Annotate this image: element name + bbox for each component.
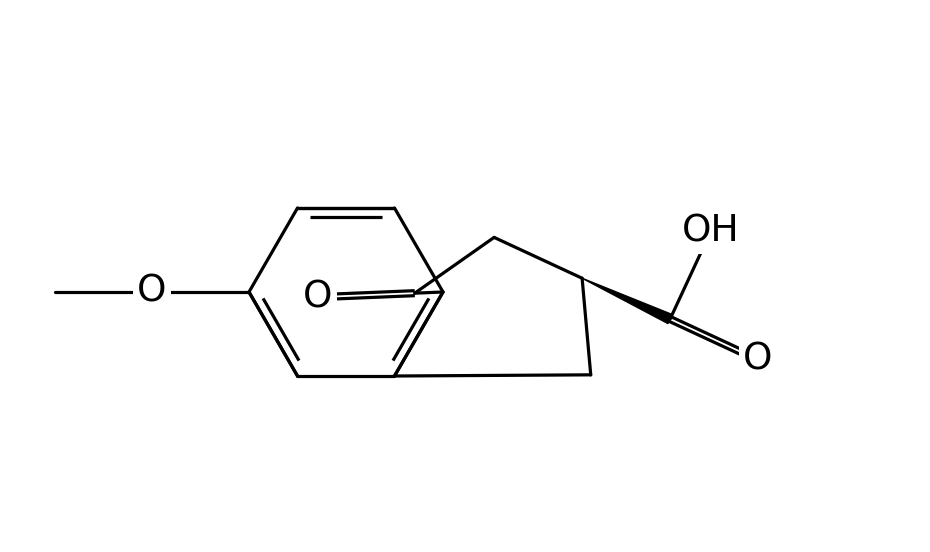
Polygon shape (582, 278, 672, 323)
Text: O: O (743, 342, 773, 378)
Text: OH: OH (682, 213, 739, 249)
Text: O: O (303, 279, 333, 315)
Text: O: O (138, 274, 166, 310)
